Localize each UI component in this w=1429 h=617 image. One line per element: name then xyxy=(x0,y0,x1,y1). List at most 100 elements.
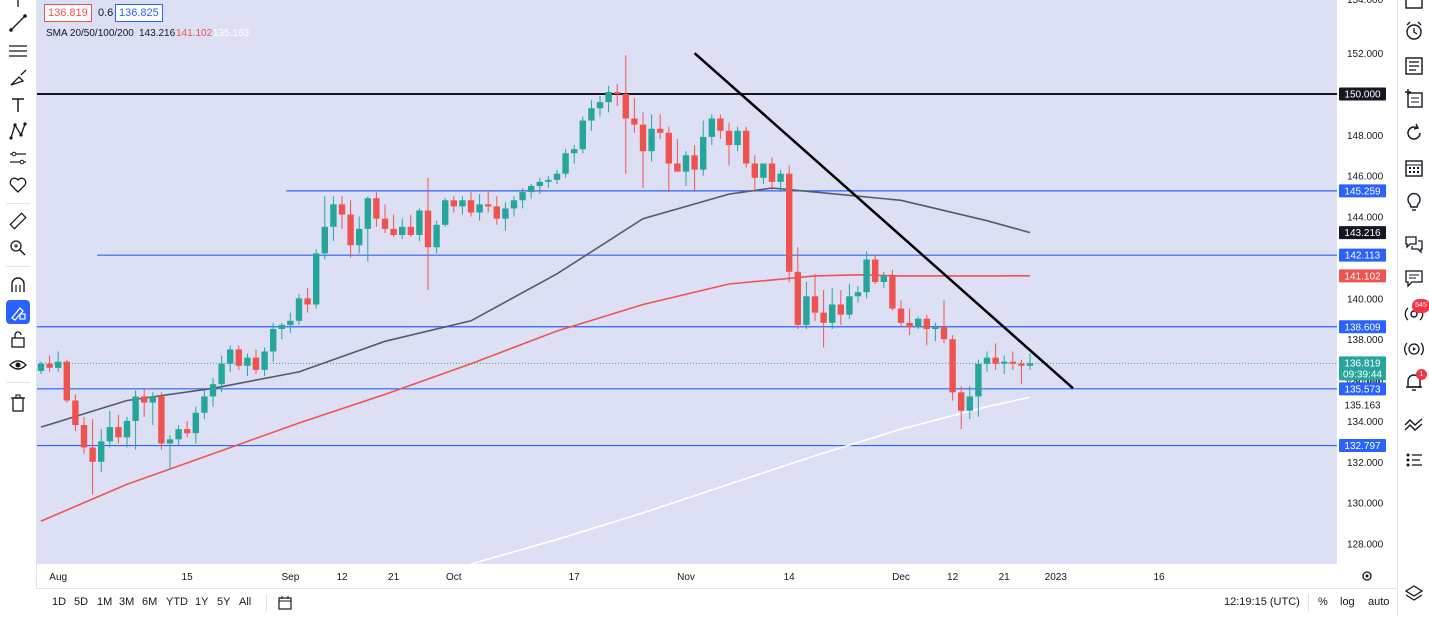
price-label-sma100-box[interactable] xyxy=(1339,269,1386,283)
candle-body[interactable] xyxy=(141,396,148,403)
candle-body[interactable] xyxy=(166,439,174,444)
candle-body[interactable] xyxy=(55,361,62,368)
candle-body[interactable] xyxy=(829,304,836,323)
candle-body[interactable] xyxy=(424,210,432,248)
streams-icon[interactable] xyxy=(1403,338,1425,360)
candle-body[interactable] xyxy=(717,118,724,131)
news-icon[interactable] xyxy=(1403,55,1425,77)
comment-icon[interactable] xyxy=(1403,267,1425,289)
candle-body[interactable] xyxy=(459,200,466,207)
trash-icon[interactable] xyxy=(7,392,29,414)
stay-in-drawing-mode-icon[interactable] xyxy=(6,300,30,324)
candle-body[interactable] xyxy=(476,204,483,213)
candle-body[interactable] xyxy=(1001,361,1008,364)
candle-body[interactable] xyxy=(390,228,397,235)
chats-icon[interactable] xyxy=(1403,233,1425,255)
candle-body[interactable] xyxy=(493,206,500,219)
candle-body[interactable] xyxy=(794,271,801,325)
candle-body[interactable] xyxy=(897,308,905,323)
candle-body[interactable] xyxy=(485,204,492,207)
log-scale-toggle[interactable]: log xyxy=(1340,596,1355,608)
price-label-138-box[interactable] xyxy=(1339,320,1386,334)
candle-body[interactable] xyxy=(158,396,165,444)
magnet-icon[interactable] xyxy=(7,274,29,296)
candle-body[interactable] xyxy=(80,425,88,448)
candle-body[interactable] xyxy=(751,163,758,178)
candle-body[interactable] xyxy=(674,163,681,172)
candle-body[interactable] xyxy=(304,298,311,305)
signals-icon[interactable] xyxy=(1403,414,1425,436)
time-axis-background[interactable] xyxy=(36,564,1337,588)
candle-body[interactable] xyxy=(1026,363,1034,366)
candle-body[interactable] xyxy=(399,226,406,235)
candle-body[interactable] xyxy=(872,259,879,282)
candle-body[interactable] xyxy=(244,357,251,366)
candle-body[interactable] xyxy=(1009,361,1016,364)
candle-body[interactable] xyxy=(665,132,672,164)
price-label-150-box[interactable] xyxy=(1339,87,1386,101)
candle-body[interactable] xyxy=(227,349,234,364)
candle-body[interactable] xyxy=(553,173,561,180)
candle-body[interactable] xyxy=(846,296,853,315)
candle-body[interactable] xyxy=(545,179,552,182)
price-label-135-box[interactable] xyxy=(1339,382,1386,396)
calendar-icon[interactable] xyxy=(1403,157,1425,179)
candle-body[interactable] xyxy=(364,198,371,229)
watchlist-icon[interactable] xyxy=(1403,0,1425,13)
candle-body[interactable] xyxy=(192,412,199,434)
candle-body[interactable] xyxy=(63,361,70,401)
candle-body[interactable] xyxy=(682,155,690,172)
horizontal-lines-icon[interactable] xyxy=(7,40,29,62)
candle-body[interactable] xyxy=(536,181,543,186)
pattern-tool-icon[interactable] xyxy=(7,120,29,142)
candle-body[interactable] xyxy=(373,198,380,219)
lock-icon[interactable] xyxy=(7,328,29,350)
price-label-sma50-box[interactable] xyxy=(1339,226,1386,240)
candle-body[interactable] xyxy=(820,312,827,323)
candle-body[interactable] xyxy=(915,318,922,327)
candle-body[interactable] xyxy=(381,218,389,229)
candle-body[interactable] xyxy=(803,296,810,325)
layers-icon[interactable] xyxy=(1403,583,1425,605)
price-label-132-box[interactable] xyxy=(1339,439,1386,453)
candle-body[interactable] xyxy=(708,118,715,137)
candle-body[interactable] xyxy=(278,324,285,329)
candle-body[interactable] xyxy=(347,214,354,246)
candle-body[interactable] xyxy=(949,339,956,393)
candle-body[interactable] xyxy=(270,329,277,352)
candle-body[interactable] xyxy=(889,275,896,309)
candle-body[interactable] xyxy=(295,298,303,321)
candle-body[interactable] xyxy=(940,326,948,340)
price-chart[interactable]: 128.000 130.000 132.000 134.000 136.000 138.0… xyxy=(0,0,1397,588)
add-list-icon[interactable] xyxy=(1403,88,1425,110)
ask-price-box[interactable]: 136.825 xyxy=(115,4,163,22)
candle-body[interactable] xyxy=(321,226,328,254)
candle-body[interactable] xyxy=(906,322,913,327)
candle-body[interactable] xyxy=(743,130,750,164)
candle-body[interactable] xyxy=(932,326,939,329)
zoom-in-icon[interactable] xyxy=(7,237,29,259)
candle-body[interactable] xyxy=(252,357,260,370)
candle-body[interactable] xyxy=(639,124,647,152)
candle-body[interactable] xyxy=(966,396,973,411)
timeframe-5d[interactable]: 5D xyxy=(74,596,89,608)
candle-body[interactable] xyxy=(614,91,621,94)
candle-body[interactable] xyxy=(975,363,982,397)
candle-body[interactable] xyxy=(115,427,122,438)
candle-body[interactable] xyxy=(201,396,208,413)
dom-icon[interactable] xyxy=(1403,449,1425,471)
candle-body[interactable] xyxy=(510,200,518,209)
candle-body[interactable] xyxy=(622,94,629,119)
candle-body[interactable] xyxy=(72,400,79,426)
price-label-sma200-box[interactable] xyxy=(1339,398,1386,412)
candle-body[interactable] xyxy=(218,363,225,385)
candle-body[interactable] xyxy=(132,396,139,421)
candle-body[interactable] xyxy=(837,304,844,315)
candle-body[interactable] xyxy=(261,351,268,370)
bid-price-box[interactable]: 136.819 xyxy=(44,4,92,22)
timeframe-3m[interactable]: 3M xyxy=(119,596,135,608)
timeframe-1d[interactable]: 1D xyxy=(52,596,67,608)
axis-settings-icon[interactable] xyxy=(1362,571,1372,581)
candle-body[interactable] xyxy=(416,210,423,235)
candle-body[interactable] xyxy=(811,296,819,313)
